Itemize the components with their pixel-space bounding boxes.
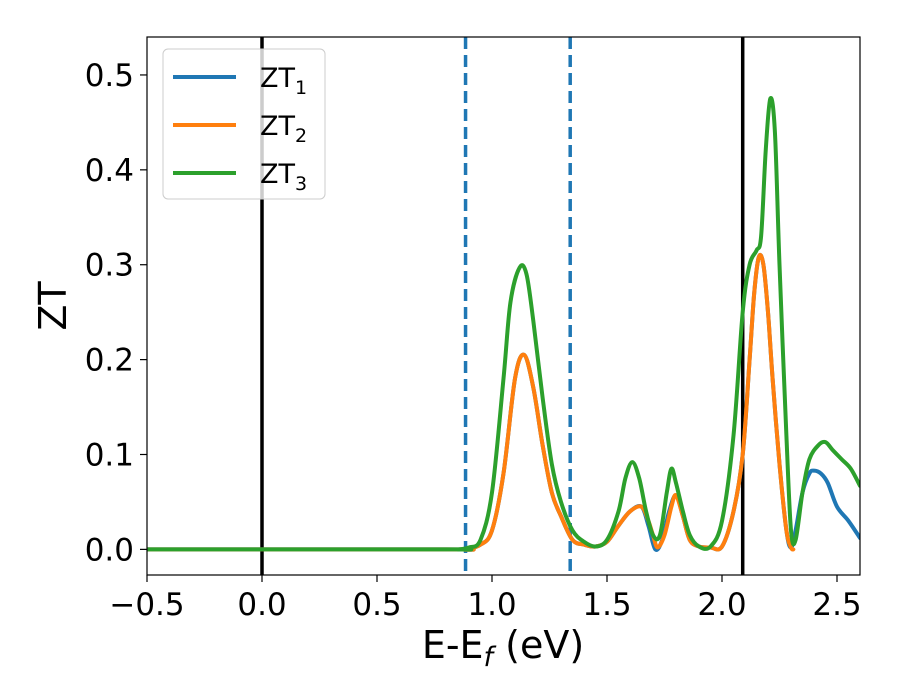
series-line-3	[147, 96, 860, 552]
plot-frame	[146, 36, 861, 576]
y-tick-label: 0.4	[85, 153, 134, 189]
y-tick-label: 0.5	[85, 58, 134, 94]
legend: ZT1 ZT2 ZT3	[162, 48, 326, 200]
x-tick-label: 2.0	[697, 587, 746, 623]
x-tick-label: 0.5	[352, 587, 401, 623]
y-tick-label: 0.1	[85, 437, 134, 473]
series-lines	[147, 96, 860, 552]
y-tick-label: 0.2	[85, 343, 134, 379]
legend-label-3: ZT3	[260, 159, 307, 195]
legend-label-2: ZT2	[260, 111, 307, 147]
y-axis-title: ZT	[31, 281, 75, 331]
legend-box	[162, 48, 326, 200]
x-tick-label: 0.0	[237, 587, 286, 623]
x-tick-label: 2.5	[812, 587, 861, 623]
y-tick-label: 0.0	[85, 532, 134, 568]
y-axis-ticks: 0.0 0.1 0.2 0.3 0.4 0.5	[85, 58, 147, 568]
x-tick-label: 1.0	[467, 587, 516, 623]
legend-label-1: ZT1	[260, 63, 307, 99]
x-axis-title: E-Ef (eV)	[422, 623, 584, 673]
x-tick-label: 1.5	[582, 587, 631, 623]
x-tick-label: −0.5	[109, 587, 184, 623]
y-tick-label: 0.3	[85, 248, 134, 284]
x-axis-title-unit: (eV)	[493, 623, 584, 667]
x-axis-ticks: −0.5 0.0 0.5 1.0 1.5 2.0 2.5	[109, 575, 862, 623]
